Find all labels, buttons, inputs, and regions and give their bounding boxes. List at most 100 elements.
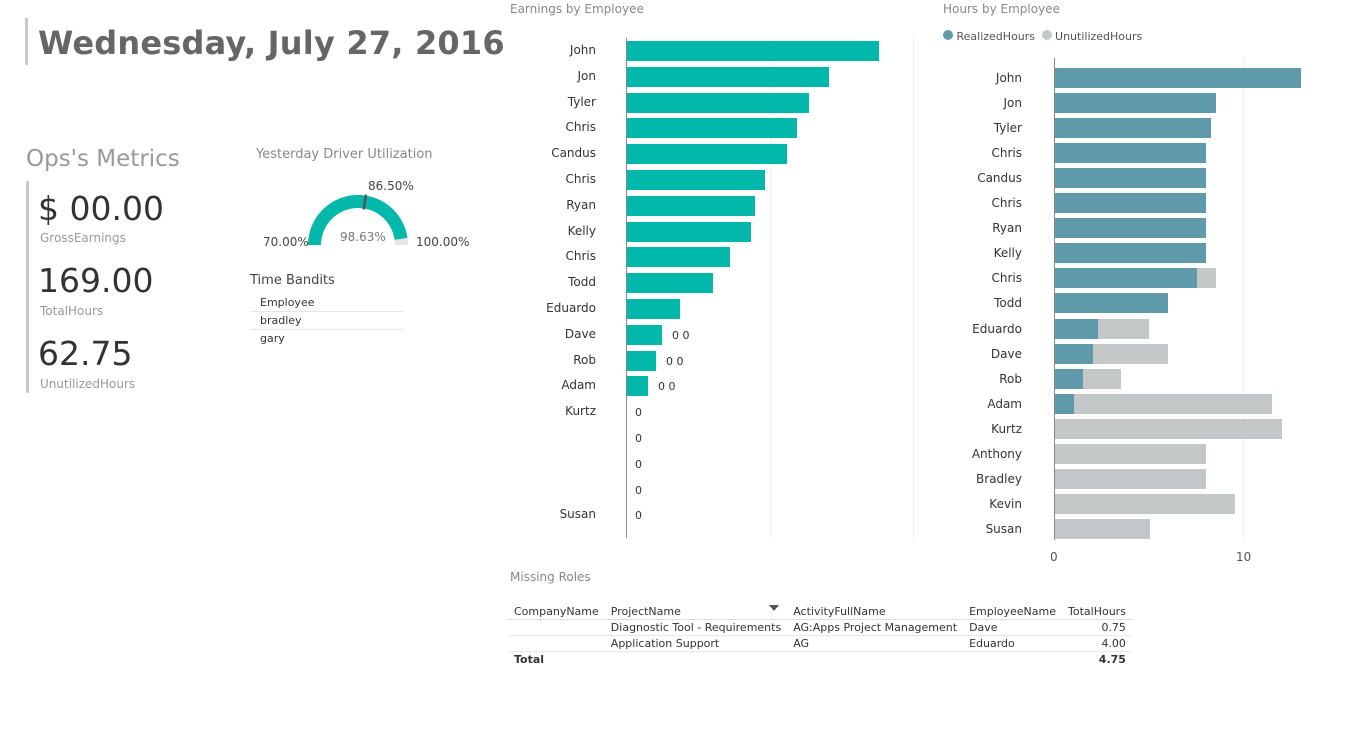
total-row: Total 4.75 bbox=[508, 651, 1132, 667]
hours-legend: RealizedHours UnutilizedHours bbox=[943, 30, 1142, 43]
earnings-category-label: Candus bbox=[551, 146, 596, 161]
earnings-data-label: 0 0 bbox=[666, 354, 684, 368]
hours-unutilized-bar[interactable] bbox=[1092, 343, 1169, 364]
hours-realized-bar[interactable] bbox=[1055, 143, 1207, 164]
hours-unutilized-bar[interactable] bbox=[1083, 368, 1122, 389]
hours-realized-bar[interactable] bbox=[1055, 268, 1197, 289]
earnings-bar[interactable] bbox=[627, 299, 680, 319]
gauge-max-label: 100.00% bbox=[416, 235, 470, 249]
earnings-bar[interactable] bbox=[627, 92, 809, 113]
page-title: Wednesday, July 27, 2016 bbox=[38, 24, 505, 62]
earnings-bar[interactable] bbox=[627, 221, 751, 242]
hours-category-label: Kelly bbox=[993, 246, 1022, 261]
hours-realized-bar[interactable] bbox=[1055, 193, 1207, 214]
legend-label-realized[interactable]: RealizedHours bbox=[956, 30, 1036, 43]
hours-realized-bar[interactable] bbox=[1055, 93, 1216, 114]
hours-realized-bar[interactable] bbox=[1055, 293, 1169, 314]
earnings-data-label: 0 bbox=[635, 406, 642, 420]
table-row[interactable]: gary bbox=[260, 332, 285, 345]
column-header-total-hours[interactable]: TotalHours bbox=[1062, 603, 1132, 620]
hours-unutilized-bar[interactable] bbox=[1097, 318, 1150, 339]
earnings-bar[interactable] bbox=[627, 376, 648, 397]
total-hours-label: TotalHours bbox=[40, 304, 104, 318]
hours-axis-line bbox=[1054, 58, 1055, 540]
hours-realized-bar[interactable] bbox=[1055, 168, 1207, 189]
hours-unutilized-bar[interactable] bbox=[1196, 268, 1216, 289]
time-bandits-header[interactable]: Employee bbox=[250, 294, 403, 312]
hours-category-label: Todd bbox=[994, 296, 1022, 311]
earnings-bar[interactable] bbox=[627, 350, 656, 371]
ops-metrics-title: Ops's Metrics bbox=[26, 146, 180, 172]
hours-realized-bar[interactable] bbox=[1055, 318, 1098, 339]
hours-realized-bar[interactable] bbox=[1055, 118, 1211, 139]
cell-company bbox=[508, 619, 605, 636]
earnings-category-label: John bbox=[569, 43, 596, 57]
gauge-target-label: 86.50% bbox=[368, 179, 414, 193]
total-value: 4.75 bbox=[1062, 651, 1132, 667]
earnings-bar[interactable] bbox=[627, 144, 787, 165]
earnings-category-label: Eduardo bbox=[546, 301, 596, 315]
earnings-category-label: Chris bbox=[565, 120, 596, 135]
hours-gridline bbox=[1243, 58, 1244, 540]
hours-x-tick: 0 bbox=[1050, 550, 1058, 564]
gross-earnings-value: $ 00.00 bbox=[38, 189, 164, 228]
column-header-company[interactable]: CompanyName bbox=[508, 603, 605, 620]
cell-employee: Dave bbox=[963, 619, 1063, 636]
column-header-activity[interactable]: ActivityFullName bbox=[787, 603, 964, 620]
hours-realized-bar[interactable] bbox=[1055, 393, 1074, 414]
cell-project: Application Support bbox=[604, 635, 788, 652]
earnings-bar[interactable] bbox=[627, 324, 662, 345]
earnings-bar[interactable] bbox=[627, 247, 730, 268]
gauge-fill bbox=[308, 194, 408, 245]
missing-roles-table: CompanyName ProjectName ActivityFullName… bbox=[508, 603, 1132, 667]
earnings-bar[interactable] bbox=[627, 66, 829, 87]
earnings-category-label: Chris bbox=[565, 249, 596, 264]
unutilized-hours-value: 62.75 bbox=[38, 334, 133, 373]
earnings-category-label: Kelly bbox=[567, 223, 596, 238]
hours-unutilized-bar[interactable] bbox=[1055, 443, 1207, 464]
legend-label-unutilized[interactable]: UnutilizedHours bbox=[1055, 30, 1143, 43]
hours-category-label: Dave bbox=[990, 346, 1022, 361]
hours-realized-bar[interactable] bbox=[1055, 243, 1207, 264]
hours-unutilized-bar[interactable] bbox=[1055, 468, 1207, 489]
hours-category-label: Rob bbox=[999, 371, 1022, 386]
sort-descending-icon[interactable] bbox=[769, 605, 780, 611]
earnings-bar[interactable] bbox=[627, 41, 879, 61]
hours-unutilized-bar[interactable] bbox=[1055, 518, 1150, 539]
total-label: Total bbox=[508, 651, 605, 667]
hours-unutilized-bar[interactable] bbox=[1073, 393, 1273, 414]
earnings-category-label: Tyler bbox=[567, 94, 596, 109]
cell-activity: AG bbox=[787, 635, 964, 652]
earnings-data-label: 0 bbox=[635, 509, 642, 523]
earnings-category-label: Susan bbox=[559, 507, 596, 522]
hours-realized-bar[interactable] bbox=[1055, 368, 1084, 389]
earnings-bar[interactable] bbox=[627, 273, 713, 294]
column-header-employee[interactable]: EmployeeName bbox=[963, 603, 1063, 620]
earnings-gridline bbox=[913, 38, 914, 538]
gross-earnings-label: GrossEarnings bbox=[40, 231, 126, 245]
hours-realized-bar[interactable] bbox=[1055, 343, 1093, 364]
table-row[interactable]: Diagnostic Tool - Requirements AG:Apps P… bbox=[508, 619, 1132, 636]
total-hours-value: 169.00 bbox=[38, 261, 154, 300]
hours-realized-bar[interactable] bbox=[1055, 68, 1301, 88]
legend-swatch-unutilized bbox=[1041, 30, 1052, 40]
earnings-data-label: 0 0 bbox=[672, 328, 690, 342]
hours-realized-bar[interactable] bbox=[1055, 218, 1207, 239]
table-row[interactable]: Application Support AG Eduardo 4.00 bbox=[508, 635, 1132, 652]
unutilized-hours-label: UnutilizedHours bbox=[40, 377, 136, 391]
earnings-category-label: Ryan bbox=[566, 197, 596, 212]
hours-category-label: Candus bbox=[977, 171, 1022, 186]
earnings-bar[interactable] bbox=[627, 118, 797, 139]
earnings-bar[interactable] bbox=[627, 195, 755, 216]
hours-unutilized-bar[interactable] bbox=[1055, 418, 1282, 439]
cell-total-hours: 4.00 bbox=[1062, 635, 1132, 652]
gauge-title: Yesterday Driver Utilization bbox=[256, 147, 433, 162]
earnings-bar[interactable] bbox=[627, 170, 765, 190]
cell-company bbox=[508, 635, 605, 652]
hours-unutilized-bar[interactable] bbox=[1055, 493, 1235, 514]
table-row[interactable]: bradley bbox=[250, 311, 403, 330]
earnings-gridline bbox=[770, 38, 771, 538]
hours-category-label: Tyler bbox=[993, 121, 1022, 136]
column-header-project[interactable]: ProjectName bbox=[604, 603, 788, 620]
utilization-gauge[interactable] bbox=[300, 185, 416, 249]
